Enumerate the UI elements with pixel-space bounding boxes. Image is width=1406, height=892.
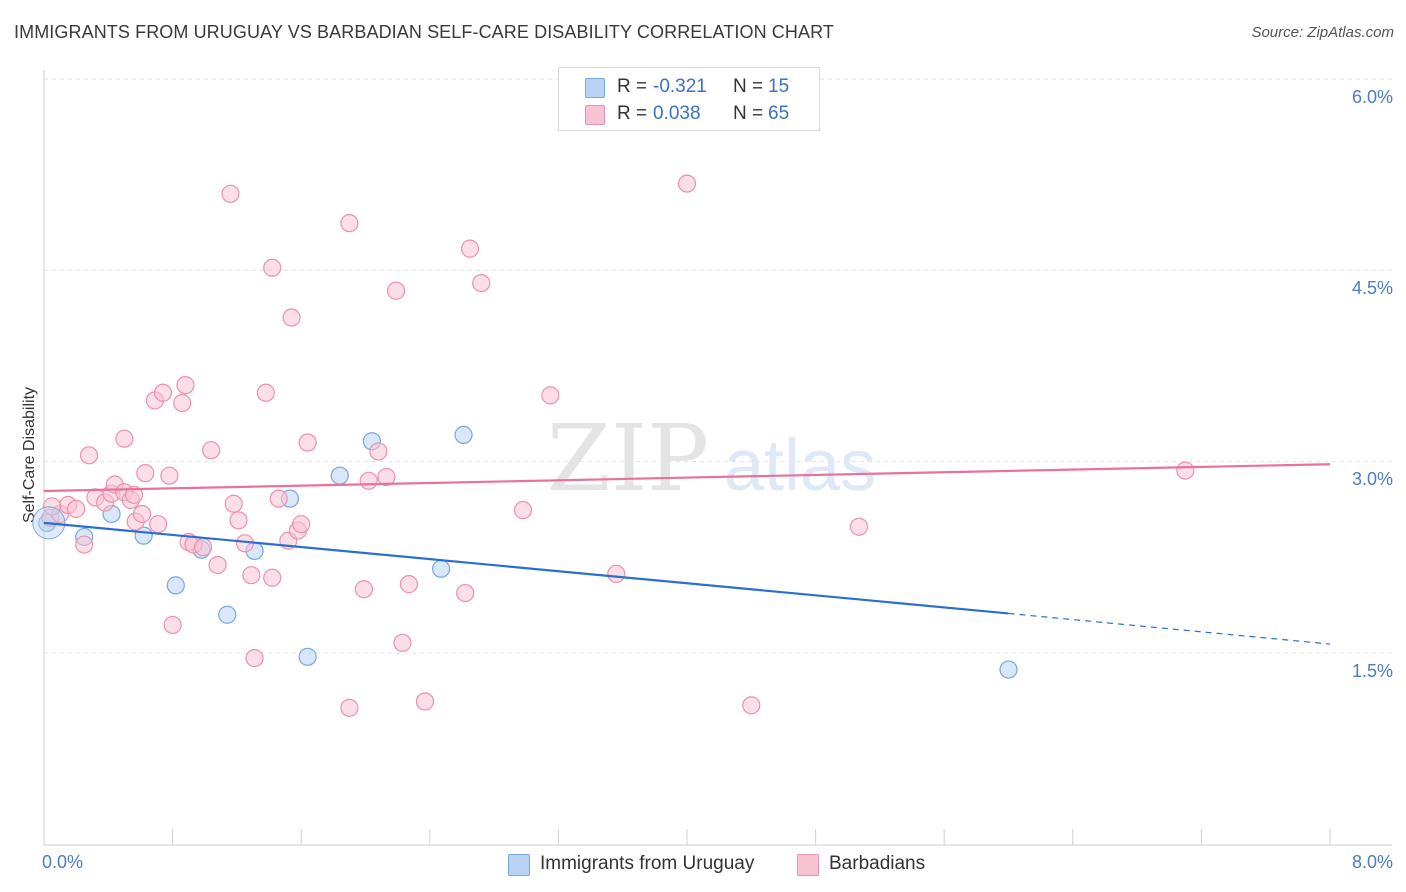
data-point xyxy=(202,441,221,460)
data-point xyxy=(176,376,195,395)
legend-n-value: 15 xyxy=(768,76,790,97)
data-point xyxy=(513,501,533,520)
legend-r-label: R = xyxy=(617,76,648,97)
data-point xyxy=(42,497,62,516)
data-point xyxy=(999,660,1018,679)
data-point xyxy=(415,692,435,711)
data-point xyxy=(160,466,179,485)
data-point xyxy=(163,615,182,635)
data-point xyxy=(460,239,480,258)
series-swatch-barbadians xyxy=(797,854,819,876)
data-point xyxy=(607,564,626,584)
series-swatch-uruguay xyxy=(508,854,530,876)
legend-n-value: 65 xyxy=(768,103,790,124)
data-point xyxy=(269,489,288,508)
legend-r-value: 0.038 xyxy=(653,103,701,124)
data-point xyxy=(677,174,697,193)
watermark-atlas: atlas xyxy=(724,426,876,506)
chart-title: IMMIGRANTS FROM URUGUAY VS BARBADIAN SEL… xyxy=(14,22,834,42)
data-point xyxy=(194,538,213,557)
data-point xyxy=(377,467,396,487)
y-tick-6: 6.0% xyxy=(1351,87,1393,107)
data-point xyxy=(166,576,185,595)
data-point xyxy=(245,649,264,668)
data-point xyxy=(742,696,761,715)
y-tick-3: 3.0% xyxy=(1351,469,1393,489)
data-point xyxy=(263,568,282,587)
data-point xyxy=(298,433,317,452)
data-point xyxy=(359,471,378,490)
legend-r-value: -0.321 xyxy=(653,76,707,97)
watermark-zip: ZIP xyxy=(547,405,709,512)
data-point xyxy=(136,464,155,483)
data-point xyxy=(75,535,94,554)
data-point xyxy=(242,566,261,585)
legend-n-label: N = xyxy=(733,103,764,124)
data-point xyxy=(298,647,317,666)
data-point xyxy=(386,281,406,300)
data-point xyxy=(354,580,373,599)
data-point xyxy=(431,559,451,578)
gridlines xyxy=(44,78,1392,654)
data-point xyxy=(208,555,227,575)
data-points xyxy=(32,174,1195,717)
legend-swatch-barbadians xyxy=(585,105,605,125)
data-point xyxy=(849,517,869,536)
x-tick-min: 0.0% xyxy=(42,852,84,872)
data-point xyxy=(173,393,192,413)
data-point xyxy=(149,515,168,534)
watermark: ZIP atlas xyxy=(547,405,876,512)
series-legend: Immigrants from Uruguay Barbadians xyxy=(0,852,1406,878)
data-point xyxy=(292,515,311,534)
data-point xyxy=(132,504,152,524)
data-point xyxy=(369,442,388,461)
legend-swatch-uruguay xyxy=(585,78,605,98)
data-point xyxy=(1176,461,1195,480)
data-point xyxy=(229,511,248,530)
data-point xyxy=(67,499,86,518)
y-tick-1-5: 1.5% xyxy=(1351,661,1393,681)
data-point xyxy=(124,485,144,504)
series-label-uruguay: Immigrants from Uruguay xyxy=(540,853,755,874)
data-point xyxy=(393,633,412,652)
data-point xyxy=(340,698,359,717)
data-point xyxy=(454,425,473,444)
data-point xyxy=(218,605,237,624)
data-point xyxy=(153,383,173,402)
data-point xyxy=(456,583,475,603)
legend-r-label: R = xyxy=(617,103,648,124)
data-point xyxy=(79,446,99,465)
trend-lines xyxy=(43,463,1331,645)
data-point xyxy=(263,258,282,277)
data-point xyxy=(115,429,134,448)
x-tick-max: 8.0% xyxy=(1351,852,1393,872)
series-barbadians xyxy=(41,174,1195,717)
trend-line-uruguay xyxy=(43,521,1009,615)
source-label: Source: ZipAtlas.com xyxy=(1251,24,1394,41)
data-point xyxy=(340,214,359,233)
data-point xyxy=(399,575,419,594)
series-label-barbadians: Barbadians xyxy=(829,853,926,874)
data-point xyxy=(224,494,243,513)
y-tick-4-5: 4.5% xyxy=(1351,278,1393,298)
data-point xyxy=(221,184,240,203)
data-point xyxy=(282,308,301,327)
trend-line-barbadians xyxy=(43,463,1331,493)
data-point xyxy=(256,383,275,402)
trend-line-uruguay-extension xyxy=(1008,612,1331,645)
data-point xyxy=(472,273,491,293)
stats-legend: R = -0.321 N = 15 R = 0.038 N = 65 xyxy=(558,67,820,131)
data-point xyxy=(541,386,560,405)
legend-n-label: N = xyxy=(733,76,764,97)
axes xyxy=(43,70,1392,846)
data-point xyxy=(330,466,349,485)
